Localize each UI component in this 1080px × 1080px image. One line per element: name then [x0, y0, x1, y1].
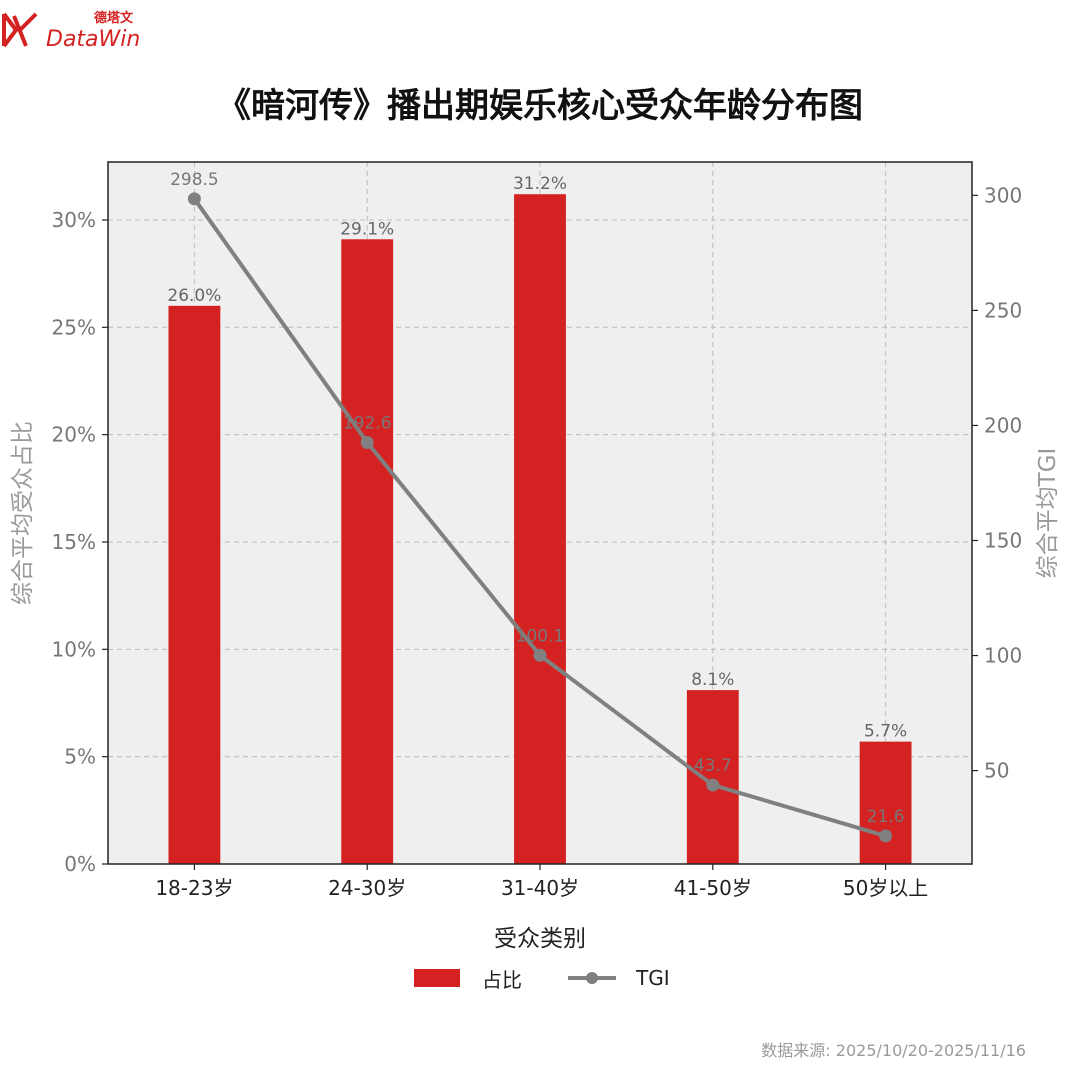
right-tick-label: 100	[984, 644, 1022, 668]
legend-share-label: 占比	[482, 967, 522, 992]
bar-data-label: 29.1%	[340, 219, 394, 239]
legend-bar-swatch	[414, 969, 460, 987]
legend-tgi-label: TGI	[636, 966, 670, 990]
tgi-data-label: 43.7	[694, 756, 732, 776]
x-tick-label: 18-23岁	[155, 876, 233, 900]
x-tick-label: 24-30岁	[328, 876, 406, 900]
logo-cn-text: 德塔文	[94, 10, 134, 26]
chart-title: 《暗河传》播出期娱乐核心受众年龄分布图	[217, 86, 863, 126]
bar	[859, 741, 912, 864]
logo-en-text: DataWin	[46, 27, 140, 52]
tgi-point	[187, 192, 201, 206]
left-tick-label: 25%	[52, 315, 96, 339]
y-axis-title-right: 综合平均TGI	[1035, 448, 1061, 579]
x-tick-label: 41-50岁	[674, 876, 752, 900]
left-tick-label: 30%	[52, 208, 96, 232]
left-tick-label: 20%	[52, 423, 96, 447]
datawin-logo: 德塔文 DataWin	[2, 10, 140, 52]
tgi-data-label: 298.5	[170, 170, 219, 190]
left-tick-label: 15%	[52, 530, 96, 554]
chart: 26.0% 29.1% 31.2% 8.1% 5.7% 298.5 192.6 100.1 43…	[10, 161, 1061, 952]
legend-item-tgi: TGI	[522, 966, 670, 990]
bar	[168, 305, 221, 865]
tgi-point	[706, 778, 720, 792]
legend-item-share: 占比	[414, 964, 522, 993]
tgi-data-label: 100.1	[516, 626, 565, 646]
x-tick-label: 50岁以上	[843, 876, 928, 900]
right-tick-label: 300	[984, 183, 1022, 207]
right-tick-label: 200	[984, 413, 1022, 437]
left-tick-label: 10%	[52, 637, 96, 661]
tgi-point	[360, 435, 374, 449]
tgi-point	[533, 648, 547, 662]
bar	[514, 194, 566, 864]
right-tick-label: 250	[984, 298, 1022, 322]
legend-line-swatch	[568, 969, 616, 987]
bar-data-label: 8.1%	[691, 670, 734, 690]
bar	[686, 690, 739, 864]
left-tick-label: 0%	[64, 852, 96, 876]
x-axis-title: 受众类别	[494, 926, 586, 952]
y-axis-title-left: 综合平均受众占比	[10, 421, 36, 605]
bar-data-label: 5.7%	[864, 722, 907, 742]
tgi-point	[879, 829, 893, 843]
left-tick-label: 5%	[64, 745, 96, 769]
bar-data-label: 26.0%	[167, 286, 221, 306]
tgi-data-label: 192.6	[343, 413, 392, 433]
right-tick-label: 50	[984, 759, 1009, 783]
right-tick-label: 150	[984, 528, 1022, 552]
legend: 占比 TGI	[414, 963, 670, 993]
bar	[341, 239, 394, 864]
bar-data-label: 31.2%	[513, 174, 567, 194]
x-tick-label: 31-40岁	[501, 876, 579, 900]
tgi-data-label: 21.6	[867, 807, 905, 827]
source-note: 数据来源: 2025/10/20-2025/11/16	[761, 1041, 1026, 1060]
